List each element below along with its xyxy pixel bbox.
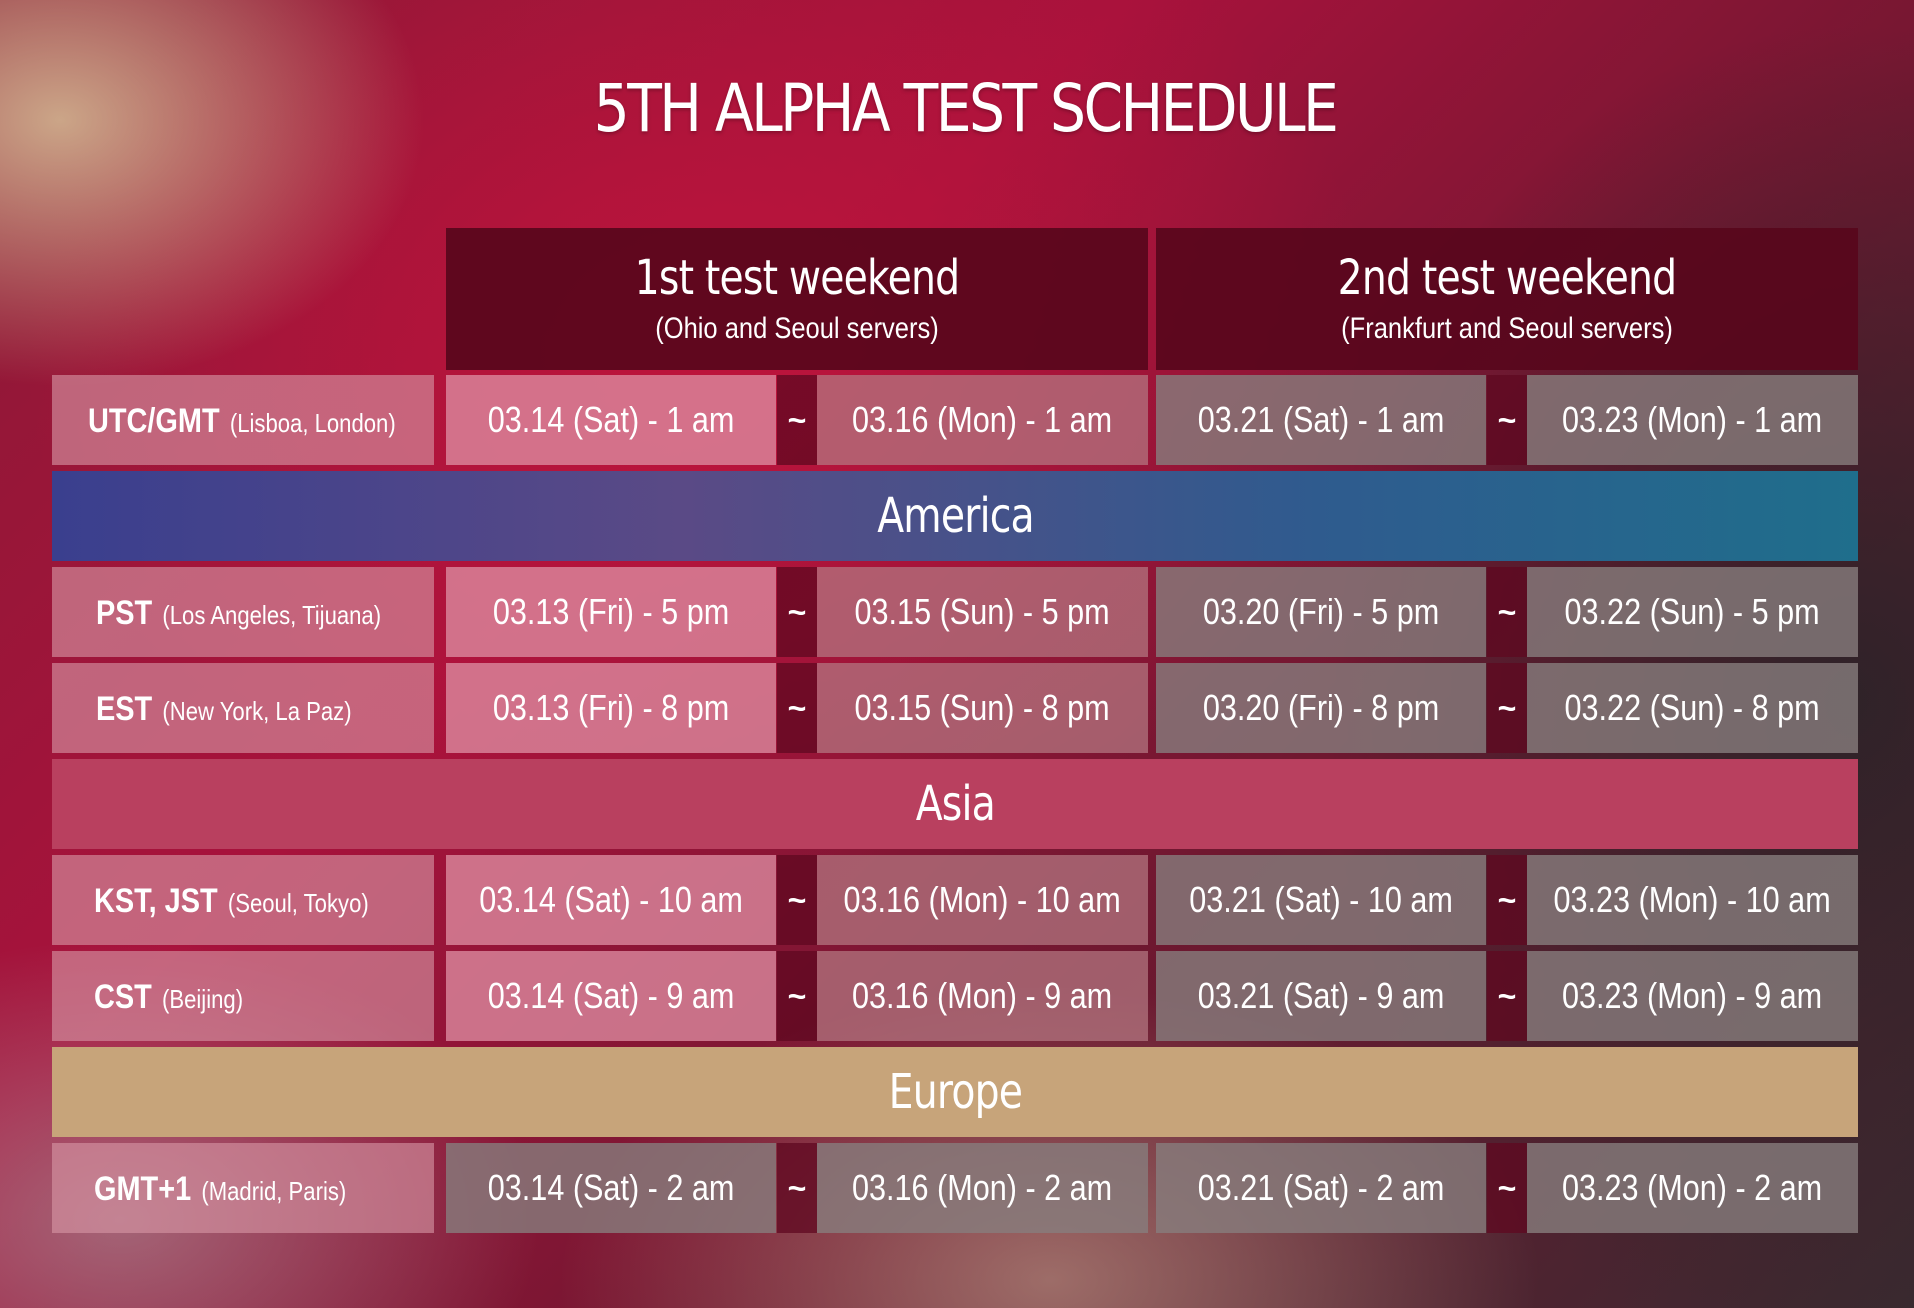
- range-separator: ~: [1487, 375, 1527, 465]
- weekend-2-servers: (Frankfurt and Seoul servers): [1341, 312, 1673, 345]
- time-cell-w1-end: 03.16 (Mon) - 2 am: [817, 1143, 1148, 1233]
- time-cell-w1-end: 03.15 (Sun) - 8 pm: [817, 663, 1148, 753]
- time-cell-w2-start: 03.21 (Sat) - 10 am: [1156, 855, 1486, 945]
- time-cell-w1-start: 03.13 (Fri) - 5 pm: [446, 567, 776, 657]
- weekend-1-servers: (Ohio and Seoul servers): [655, 312, 939, 345]
- timezone-label-gmt1: GMT+1 (Madrid, Paris): [52, 1143, 434, 1233]
- weekend-2-header: 2nd test weekend (Frankfurt and Seoul se…: [1156, 228, 1858, 370]
- time-cell-w1-start: 03.14 (Sat) - 1 am: [446, 375, 776, 465]
- range-separator: ~: [777, 1143, 817, 1233]
- weekend-2-title: 2nd test weekend: [1337, 250, 1677, 306]
- time-cell-w2-start: 03.20 (Fri) - 8 pm: [1156, 663, 1486, 753]
- range-separator: ~: [1487, 1143, 1527, 1233]
- region-banner-asia: Asia: [52, 759, 1858, 849]
- range-separator: ~: [777, 855, 817, 945]
- timezone-cities: (Beijing): [162, 984, 244, 1014]
- range-separator: ~: [777, 663, 817, 753]
- time-cell-w2-start: 03.21 (Sat) - 2 am: [1156, 1143, 1486, 1233]
- weekend-1-title: 1st test weekend: [634, 250, 960, 306]
- timezone-label-pst: PST (Los Angeles, Tijuana): [52, 567, 434, 657]
- page-title: 5TH ALPHA TEST SCHEDULE: [593, 70, 1339, 147]
- time-cell-w2-end: 03.22 (Sun) - 5 pm: [1527, 567, 1858, 657]
- time-cell-w2-end: 03.23 (Mon) - 9 am: [1527, 951, 1858, 1041]
- time-cell-w2-end: 03.22 (Sun) - 8 pm: [1527, 663, 1858, 753]
- timezone-label-cst: CST (Beijing): [52, 951, 434, 1041]
- range-separator: ~: [1487, 855, 1527, 945]
- timezone-label-utc: UTC/GMT (Lisboa, London): [52, 375, 434, 465]
- time-cell-w2-start: 03.20 (Fri) - 5 pm: [1156, 567, 1486, 657]
- timezone-label-kst: KST, JST (Seoul, Tokyo): [52, 855, 434, 945]
- timezone-cities: (Madrid, Paris): [201, 1176, 347, 1206]
- region-banner-europe: Europe: [52, 1047, 1858, 1137]
- timezone-code: KST, JST: [94, 882, 218, 920]
- time-cell-w1-end: 03.16 (Mon) - 10 am: [817, 855, 1148, 945]
- time-cell-w2-end: 03.23 (Mon) - 10 am: [1527, 855, 1858, 945]
- range-separator: ~: [777, 375, 817, 465]
- range-separator: ~: [1487, 951, 1527, 1041]
- timezone-code: UTC/GMT: [88, 402, 220, 440]
- time-cell-w1-end: 03.15 (Sun) - 5 pm: [817, 567, 1148, 657]
- timezone-code: GMT+1: [94, 1170, 192, 1208]
- time-cell-w1-start: 03.14 (Sat) - 10 am: [446, 855, 776, 945]
- timezone-code: CST: [94, 978, 152, 1016]
- time-cell-w1-start: 03.13 (Fri) - 8 pm: [446, 663, 776, 753]
- time-cell-w1-start: 03.14 (Sat) - 2 am: [446, 1143, 776, 1233]
- timezone-cities: (Lisboa, London): [229, 408, 396, 438]
- timezone-cities: (New York, La Paz): [162, 696, 352, 726]
- time-cell-w1-end: 03.16 (Mon) - 9 am: [817, 951, 1148, 1041]
- range-separator: ~: [1487, 663, 1527, 753]
- timezone-cities: (Seoul, Tokyo): [227, 888, 369, 918]
- time-cell-w1-start: 03.14 (Sat) - 9 am: [446, 951, 776, 1041]
- time-cell-w2-start: 03.21 (Sat) - 1 am: [1156, 375, 1486, 465]
- time-cell-w2-end: 03.23 (Mon) - 2 am: [1527, 1143, 1858, 1233]
- timezone-code: EST: [96, 690, 153, 728]
- time-cell-w2-start: 03.21 (Sat) - 9 am: [1156, 951, 1486, 1041]
- timezone-cities: (Los Angeles, Tijuana): [162, 600, 382, 630]
- time-cell-w2-end: 03.23 (Mon) - 1 am: [1527, 375, 1858, 465]
- timezone-label-est: EST (New York, La Paz): [52, 663, 434, 753]
- range-separator: ~: [777, 567, 817, 657]
- region-banner-america: America: [52, 471, 1858, 561]
- range-separator: ~: [1487, 567, 1527, 657]
- timezone-code: PST: [96, 594, 153, 632]
- time-cell-w1-end: 03.16 (Mon) - 1 am: [817, 375, 1148, 465]
- range-separator: ~: [777, 951, 817, 1041]
- weekend-1-header: 1st test weekend (Ohio and Seoul servers…: [446, 228, 1148, 370]
